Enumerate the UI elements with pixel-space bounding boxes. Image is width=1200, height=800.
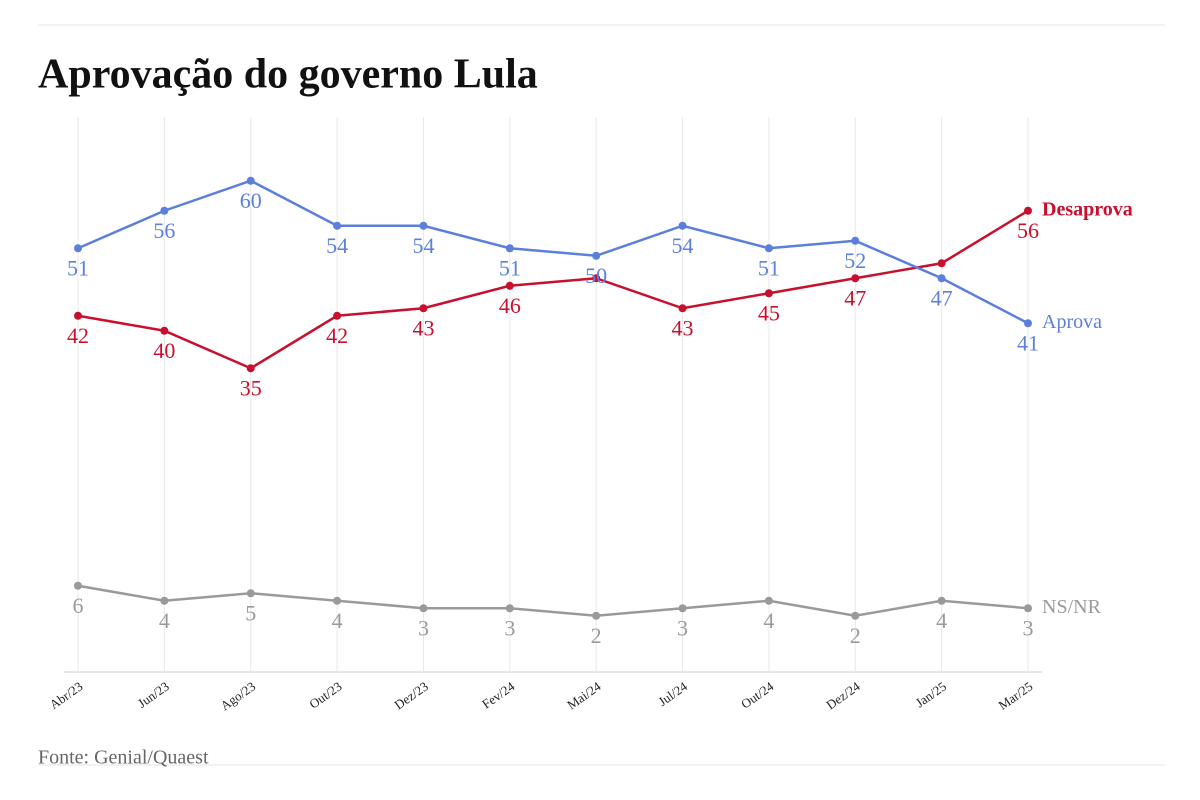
- data-label: 3: [504, 615, 515, 640]
- data-label: 54: [672, 233, 694, 258]
- data-label: 4: [936, 608, 947, 633]
- point: [937, 596, 946, 605]
- point: [764, 289, 773, 298]
- point: [246, 176, 255, 185]
- x-tick-label: Mai/24: [564, 678, 604, 712]
- point: [592, 611, 601, 620]
- point: [333, 221, 342, 230]
- data-label: 2: [591, 623, 602, 648]
- x-tick-label: Abr/23: [47, 679, 86, 712]
- series-name: NS/NR: [1042, 596, 1102, 618]
- data-label: 42: [67, 323, 89, 348]
- series-name: Aprova: [1042, 311, 1102, 333]
- data-label: 43: [672, 315, 694, 340]
- point: [246, 589, 255, 598]
- data-label: 51: [67, 255, 89, 280]
- data-label: 47: [844, 285, 866, 310]
- source: Fonte: Genial/Quaest: [38, 747, 209, 769]
- x-tick-label: Ago/23: [218, 679, 259, 714]
- point: [505, 604, 514, 613]
- x-tick-label: Jan/25: [913, 679, 949, 711]
- data-label: 42: [326, 323, 348, 348]
- data-label: 46: [499, 293, 521, 318]
- point: [678, 604, 687, 613]
- point: [592, 251, 601, 260]
- point: [1024, 206, 1032, 215]
- point: [937, 259, 946, 268]
- point: [160, 596, 169, 605]
- data-label: 40: [153, 338, 175, 363]
- series-line: [77, 179, 1029, 325]
- data-label: 4: [332, 608, 343, 633]
- data-label: 43: [412, 315, 434, 340]
- data-label: 5: [245, 600, 256, 625]
- point: [419, 221, 428, 230]
- point: [74, 244, 82, 253]
- point: [246, 364, 255, 373]
- point: [419, 304, 428, 313]
- point: [160, 206, 169, 215]
- data-label: 3: [677, 615, 688, 640]
- point: [74, 311, 82, 320]
- point: [851, 611, 860, 620]
- series-line: [77, 209, 1029, 370]
- x-tick-label: Jun/23: [135, 679, 172, 711]
- data-label: 60: [240, 188, 262, 213]
- data-label: 45: [758, 300, 780, 325]
- data-label: 3: [1023, 615, 1034, 640]
- data-label: 3: [418, 615, 429, 640]
- point: [764, 596, 773, 605]
- x-tick-label: Out/24: [738, 678, 777, 711]
- data-label: 47: [931, 285, 953, 310]
- point: [851, 236, 860, 245]
- series-line: [77, 584, 1029, 618]
- series-name: Desaprova: [1042, 198, 1133, 220]
- point: [851, 274, 860, 283]
- data-label: 50: [585, 263, 607, 288]
- point: [764, 244, 773, 253]
- point: [592, 274, 601, 283]
- point: [1024, 319, 1032, 328]
- point: [160, 326, 169, 335]
- data-label: 51: [499, 255, 521, 280]
- point: [937, 274, 946, 283]
- data-label: 41: [1017, 330, 1039, 355]
- data-label: 2: [850, 623, 861, 648]
- data-label: 4: [763, 608, 774, 633]
- data-label: 56: [153, 218, 175, 243]
- data-label: 52: [844, 248, 866, 273]
- x-tick-label: Mar/25: [995, 679, 1035, 713]
- x-tick-label: Fev/24: [479, 678, 518, 711]
- x-tick-label: Dez/23: [392, 679, 431, 713]
- point: [74, 581, 82, 590]
- x-tick-label: Dez/24: [823, 678, 863, 712]
- data-label: 56: [1017, 218, 1039, 243]
- x-tick-label: Out/23: [306, 679, 344, 712]
- point: [419, 604, 428, 613]
- data-label: 51: [758, 255, 780, 280]
- data-label: 4: [159, 608, 170, 633]
- point: [333, 311, 342, 320]
- point: [678, 221, 687, 230]
- point: [333, 596, 342, 605]
- point: [1024, 604, 1032, 613]
- data-label: 6: [73, 593, 84, 618]
- data-label: 35: [240, 375, 262, 400]
- data-label: 54: [412, 233, 434, 258]
- point: [505, 244, 514, 253]
- point: [678, 304, 687, 313]
- chart-title: Aprovação do governo Lula: [38, 52, 538, 98]
- data-label: 54: [326, 233, 348, 258]
- point: [505, 281, 514, 290]
- x-tick-label: Jul/24: [655, 678, 690, 709]
